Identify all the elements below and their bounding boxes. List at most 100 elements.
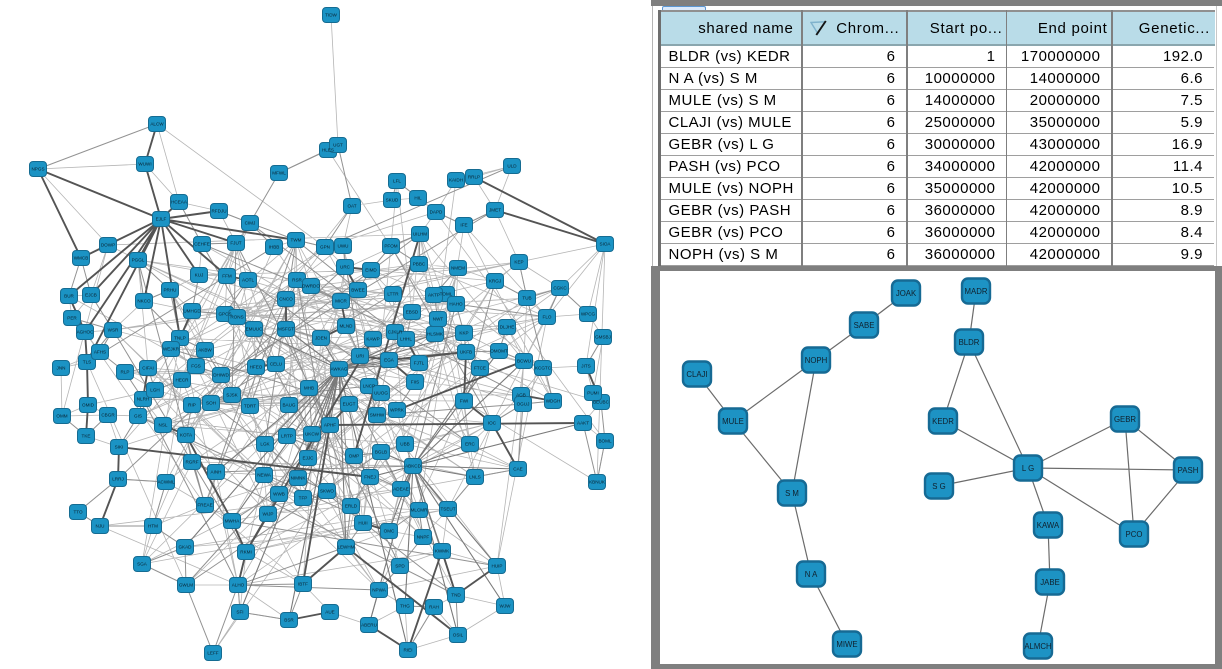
- svg-text:SOH: SOH: [206, 401, 216, 406]
- svg-text:SKUD: SKUD: [386, 198, 399, 203]
- svg-text:IBTF: IBTF: [298, 582, 308, 587]
- svg-text:ADEAE: ADEAE: [393, 487, 409, 492]
- svg-text:EJLF: EJLF: [156, 217, 167, 222]
- svg-text:ALCW: ALCW: [150, 122, 164, 127]
- svg-text:GIS: GIS: [134, 414, 142, 419]
- svg-text:EMUUC: EMUUC: [246, 327, 264, 332]
- svg-text:SIOA: SIOA: [600, 242, 612, 247]
- svg-text:AUE: AUE: [325, 610, 334, 615]
- svg-text:AFHS: AFHS: [94, 350, 106, 355]
- svg-text:KEP: KEP: [514, 260, 523, 265]
- svg-text:URI: URI: [356, 354, 364, 359]
- svg-text:EIMD: EIMD: [365, 268, 377, 273]
- svg-text:TLS: TLS: [83, 360, 91, 365]
- svg-text:ABERU: ABERU: [361, 623, 377, 628]
- svg-text:NWT: NWT: [433, 317, 444, 322]
- svg-text:RIP: RIP: [188, 403, 196, 408]
- svg-text:ACWML: ACWML: [157, 480, 175, 485]
- svg-text:RSR: RSR: [292, 278, 302, 283]
- svg-text:BSR: BSR: [284, 618, 294, 623]
- svg-text:AKTP: AKTP: [428, 293, 440, 298]
- svg-text:KUJ: KUJ: [195, 273, 204, 278]
- svg-text:ULD: ULD: [507, 164, 517, 169]
- svg-text:TFP: TFP: [299, 496, 308, 501]
- svg-text:PBBC: PBBC: [413, 262, 426, 267]
- svg-text:JOAK: JOAK: [896, 289, 917, 298]
- svg-text:NOPH: NOPH: [805, 356, 828, 365]
- svg-text:CIFAI: CIFAI: [142, 366, 154, 371]
- svg-text:EBSD: EBSD: [406, 310, 419, 315]
- svg-text:MLCMR: MLCMR: [411, 508, 429, 513]
- svg-text:FREAE: FREAE: [197, 503, 212, 508]
- svg-text:LNLS: LNLS: [469, 475, 481, 480]
- svg-text:UKFB: UKFB: [460, 350, 472, 355]
- svg-text:SGA: SGA: [137, 562, 148, 567]
- svg-text:BGLB: BGLB: [375, 450, 387, 455]
- svg-text:RKMI: RKMI: [240, 550, 251, 555]
- svg-text:CJKLR: CJKLR: [388, 330, 403, 335]
- svg-text:NIMNK: NIMNK: [291, 476, 307, 481]
- svg-text:WPCG: WPCG: [581, 312, 596, 317]
- svg-text:KWMK: KWMK: [435, 549, 450, 554]
- svg-text:JNN: JNN: [57, 366, 66, 371]
- svg-text:PCO: PCO: [1126, 530, 1143, 539]
- svg-text:OGUJ: OGUJ: [517, 402, 530, 407]
- svg-text:PGGL: PGGL: [132, 258, 145, 263]
- svg-text:IFE: IFE: [460, 223, 467, 228]
- svg-text:NPGS: NPGS: [31, 167, 44, 172]
- svg-text:HAHO: HAHO: [449, 302, 463, 307]
- svg-text:WWB: WWB: [273, 492, 285, 497]
- svg-text:OMID: OMID: [82, 403, 95, 408]
- svg-text:HUII: HUII: [358, 521, 367, 526]
- svg-text:TUB: TUB: [522, 296, 531, 301]
- svg-text:HLES: HLES: [322, 148, 334, 153]
- svg-text:PUMI: PUMI: [587, 391, 598, 396]
- svg-text:PRHU: PRHU: [163, 288, 176, 293]
- svg-text:WSR: WSR: [108, 328, 119, 333]
- svg-text:N A: N A: [805, 570, 818, 579]
- svg-text:MHB: MHB: [304, 386, 314, 391]
- svg-text:WEJKR: WEJKR: [163, 347, 180, 352]
- svg-text:KEDR: KEDR: [932, 417, 954, 426]
- svg-text:DOWP: DOWP: [101, 243, 115, 248]
- svg-text:FFM: FFM: [222, 274, 232, 279]
- svg-text:KAWA: KAWA: [1037, 521, 1060, 530]
- svg-text:JDEN: JDEN: [315, 336, 327, 341]
- svg-text:CIMJ: CIMJ: [245, 221, 256, 226]
- svg-text:OMOMT: OMOMT: [490, 349, 508, 354]
- svg-text:LGH: LGH: [150, 388, 159, 393]
- svg-text:GEBR: GEBR: [1114, 415, 1136, 424]
- svg-text:LHHL: LHHL: [400, 337, 412, 342]
- svg-text:S G: S G: [932, 482, 945, 491]
- svg-text:EGA: EGA: [384, 358, 395, 363]
- svg-text:NPWA: NPWA: [372, 588, 387, 593]
- svg-text:FNEJ: FNEJ: [364, 475, 375, 480]
- svg-text:LEFF: LEFF: [207, 651, 218, 656]
- svg-text:APHF: APHF: [324, 423, 336, 428]
- svg-text:UILHM: UILHM: [413, 232, 427, 237]
- svg-text:BCWU: BCWU: [517, 359, 531, 364]
- svg-text:MICR: MICR: [335, 299, 347, 304]
- svg-text:DLJHE: DLJHE: [500, 325, 515, 330]
- svg-text:AOTL: AOTL: [242, 278, 254, 283]
- svg-text:RONS: RONS: [230, 315, 243, 320]
- svg-text:UBB: UBB: [400, 442, 409, 447]
- svg-text:AAKT: AAKT: [577, 421, 589, 426]
- svg-text:KCGTC: KCGTC: [535, 366, 552, 371]
- svg-text:EJCB: EJCB: [85, 293, 97, 298]
- svg-text:NMEM: NMEM: [451, 266, 465, 271]
- svg-text:THG: THG: [400, 604, 410, 609]
- svg-text:CBGR: CBGR: [101, 413, 115, 418]
- svg-text:RIEI: RIEI: [404, 648, 413, 653]
- svg-text:LTTR: LTTR: [387, 292, 399, 297]
- svg-text:TDRT: TDRT: [244, 404, 256, 409]
- svg-text:AWKAG: AWKAG: [331, 367, 348, 372]
- svg-text:TNLP: TNLP: [174, 336, 186, 341]
- svg-text:IHBB: IHBB: [269, 245, 280, 250]
- svg-text:TTO: TTO: [73, 510, 83, 515]
- svg-text:MWHA: MWHA: [225, 519, 240, 524]
- svg-text:JMET: JMET: [489, 208, 501, 213]
- svg-text:KBNUK: KBNUK: [589, 480, 606, 485]
- svg-text:NNPF: NNPF: [417, 535, 430, 540]
- svg-text:RLP: RLP: [121, 370, 130, 375]
